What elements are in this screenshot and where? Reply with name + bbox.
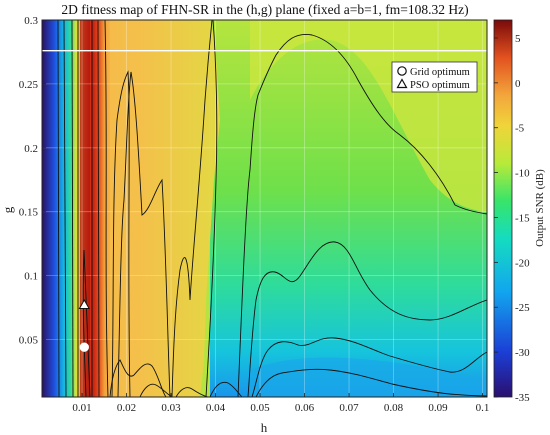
x-tick-label: 0.03	[161, 402, 181, 414]
contour-line	[237, 33, 487, 397]
y-axis-ticks: 0.05 0.1 0.15 0.2 0.25 0.3	[19, 15, 46, 346]
colorbar-tick-label: -25	[515, 302, 530, 314]
contour-line	[111, 70, 131, 397]
colorbar-tick-label: -15	[515, 212, 530, 224]
legend-triangle-marker	[396, 78, 408, 89]
contour-line	[63, 20, 67, 397]
x-axis-label: h	[261, 420, 268, 435]
x-tick-label: 0.08	[384, 402, 404, 414]
heatmap-left-ridge	[42, 20, 110, 397]
y-tick-label: 0.15	[19, 207, 39, 219]
pso-optimum-marker	[78, 298, 90, 309]
colorbar-tick-label: -10	[515, 168, 530, 180]
colorbar-tick-label: -20	[515, 257, 530, 269]
colorbar-tick-label: 5	[515, 33, 521, 45]
legend-entry-pso-optimum: PSO optimum	[410, 80, 470, 91]
y-tick-label: 0.1	[24, 271, 38, 283]
colorbar-tick-label: -5	[515, 123, 525, 135]
contour-line	[104, 20, 109, 397]
y-axis-label: g	[0, 206, 15, 213]
x-tick-label: 0.09	[428, 402, 448, 414]
legend-circle-marker	[397, 66, 407, 76]
plot-frame	[41, 19, 488, 398]
contour-line	[71, 20, 74, 397]
x-tick-label: 0.01	[72, 402, 91, 414]
contour-line	[139, 383, 173, 397]
contour-line	[255, 368, 487, 397]
x-tick-label: 0.06	[295, 402, 315, 414]
x-tick-label: 0.05	[250, 402, 270, 414]
contour-line	[251, 337, 487, 397]
chart-title: 2D fitness map of FHN-SR in the (h,g) pl…	[61, 2, 468, 17]
colorbar-ticks: 5 0 -5 -10 -15 -20 -25 -30 -35	[494, 33, 530, 404]
y-tick-label: 0.3	[24, 15, 38, 27]
y-tick-label: 0.2	[24, 143, 38, 155]
contour-lines	[57, 20, 487, 397]
x-tick-label: 0.07	[339, 402, 359, 414]
legend: Grid optimum PSO optimum	[391, 61, 478, 93]
contour-line	[57, 20, 60, 397]
colorbar-tick-label: -30	[515, 347, 530, 359]
optimum-markers	[78, 298, 90, 352]
grid-optimum-marker	[79, 342, 89, 352]
y-tick-label: 0.05	[19, 334, 39, 346]
contour-line	[247, 241, 487, 397]
legend-entry-grid-optimum: Grid optimum	[410, 67, 470, 78]
contour-line	[175, 387, 209, 397]
contour-line	[97, 20, 100, 397]
x-tick-label: 0.04	[206, 402, 226, 414]
y-tick-label: 0.25	[19, 79, 39, 91]
colorbar-tick-label: 0	[515, 78, 521, 90]
contour-line	[109, 359, 167, 397]
contour-line	[171, 20, 213, 397]
contour-line	[205, 20, 218, 397]
x-tick-label: 0.1	[476, 402, 490, 414]
colorbar-tick-label: -35	[515, 392, 530, 404]
x-tick-label: 0.02	[117, 402, 136, 414]
colorbar-gradient	[493, 19, 513, 398]
contour-line	[209, 381, 243, 397]
colorbar-label: Output SNR (dB)	[534, 169, 546, 247]
contour-line	[117, 71, 171, 397]
heatmap-ridge-core	[80, 20, 90, 397]
colorbar: 5 0 -5 -10 -15 -20 -25 -30 -35 Output SNR (dB)	[493, 19, 546, 404]
x-axis-ticks: 0.01 0.02 0.03 0.04 0.05 0.06 0.07 0.08 0.09 0.1	[72, 393, 489, 414]
